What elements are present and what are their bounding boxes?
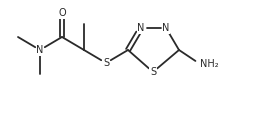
- Text: N: N: [162, 23, 170, 33]
- Text: S: S: [150, 67, 156, 77]
- Text: O: O: [58, 8, 66, 18]
- Text: N: N: [137, 23, 145, 33]
- Text: S: S: [103, 58, 109, 68]
- Text: N: N: [36, 45, 44, 55]
- Text: NH₂: NH₂: [200, 59, 219, 69]
